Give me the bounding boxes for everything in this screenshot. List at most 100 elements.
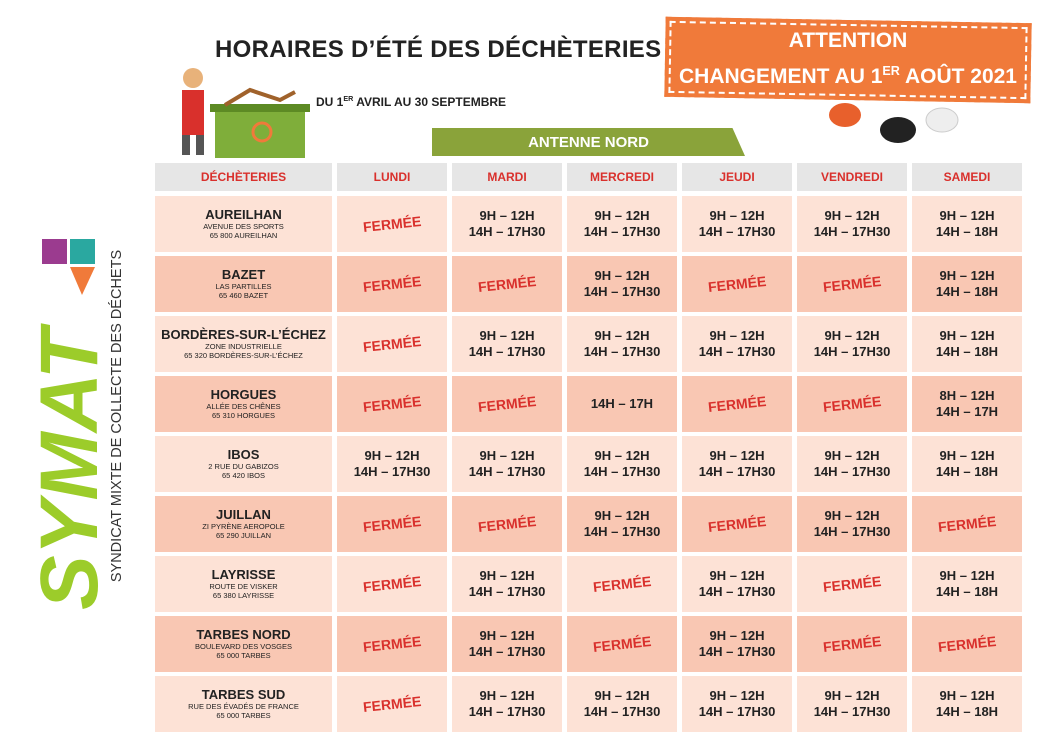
hours-text: 14H – 17H [935,404,999,419]
site-cell: AUREILHAN AVENUE DES SPORTS 65 800 AUREILH… [155,196,332,252]
hours-text: 9H – 12H [939,208,995,223]
hours-text: 9H – 12H [479,208,535,223]
hours-cell: 9H – 12H 14H – 17H30 [567,496,677,552]
section: ANTENNE NORD [432,128,745,156]
hours-cell: FERMÉE [682,256,792,312]
column-header: SAMEDI [912,163,1022,191]
hours-text: 14H – 17H30 [813,344,891,359]
hours-text: FERMÉE [477,512,537,536]
hours-cell: FERMÉE [337,556,447,612]
hours-text: 14H – 17H30 [583,704,661,719]
hours-text: 14H – 17H30 [698,644,776,659]
notice: ATTENTION CHANGEMENT AU 1ER AOÛT 2021 [665,26,1031,92]
hours-text: 9H – 12H [709,208,765,223]
hours-text: 14H – 17H30 [813,524,891,539]
site-address: 65 000 TARBES [216,651,271,660]
hours-text: 14H – 17H30 [583,284,661,299]
hours-text: 9H – 12H [939,688,995,703]
hours-text: 14H – 17H30 [698,464,776,479]
period-sup: ER [343,94,354,103]
hours-text: FERMÉE [937,512,997,536]
site-address: 65 310 HORGUES [212,411,275,420]
hours-cell: FERMÉE [337,496,447,552]
hours-text: 9H – 12H [479,328,535,343]
site-name: JUILLAN [216,507,271,522]
hours-text: 9H – 12H [939,568,995,583]
hours-cell: FERMÉE [797,376,907,432]
hours-cell: 9H – 12H 14H – 18H [912,556,1022,612]
hours-cell: FERMÉE [797,616,907,672]
site-cell: BORDÈRES-SUR-L’ÉCHEZ ZONE INDUSTRIELLE 65 … [155,316,332,372]
hours-cell: 9H – 12H 14H – 17H30 [452,196,562,252]
hours-cell: 9H – 12H 14H – 17H30 [452,676,562,732]
hours-text: FERMÉE [362,572,422,596]
period: DU 1ER AVRIL AU 30 SEPTEMBRE [316,94,506,109]
hours-cell: FERMÉE [452,376,562,432]
hours-text: 9H – 12H [594,688,650,703]
period-text: AVRIL AU 30 SEPTEMBRE [353,95,507,109]
hours-text: 9H – 12H [939,328,995,343]
hours-text: FERMÉE [477,392,537,416]
hours-text: FERMÉE [477,272,537,296]
hours-cell: FERMÉE [912,616,1022,672]
site-name: BAZET [221,267,266,282]
hours-text: 14H – 17H [590,396,654,411]
site-address: 65 290 JUILLAN [215,531,272,540]
hours-cell: 9H – 12H 14H – 17H30 [797,316,907,372]
hours-cell: 9H – 12H 14H – 17H30 [452,616,562,672]
hours-text: 14H – 17H30 [698,584,776,599]
hours-text: 14H – 17H30 [468,344,546,359]
site-address: BOULEVARD DES VOSGES [195,642,292,651]
site-address: AVENUE DES SPORTS [203,222,284,231]
hours-cell: 9H – 12H 14H – 17H30 [682,616,792,672]
site-address: 65 460 BAZET [218,291,269,300]
column-header: JEUDI [682,163,792,191]
hours-text: FERMÉE [362,692,422,716]
hours-text: 9H – 12H [479,628,535,643]
hours-text: 14H – 18H [935,464,999,479]
hours-cell: FERMÉE [337,376,447,432]
site-cell: HORGUES ALLÉE DES CHÊNES 65 310 HORGUES [155,376,332,432]
illustration [182,68,310,158]
hours-cell: FERMÉE [797,556,907,612]
hours-cell: 9H – 12H 14H – 17H30 [682,556,792,612]
hours-cell: 9H – 12H 14H – 17H30 [682,316,792,372]
hours-cell: 9H – 12H 14H – 17H30 [797,196,907,252]
tagline: SYNDICAT MIXTE DE COLLECTE DES DÉCHETS [109,249,125,583]
site-address: ZI PYRÈNE AEROPOLE [202,522,285,531]
hours-text: FERMÉE [707,512,767,536]
hours-text: 9H – 12H [709,628,765,643]
hours-text: 9H – 12H [479,688,535,703]
hours-text: FERMÉE [937,632,997,656]
hours-cell: 9H – 12H 14H – 18H [912,316,1022,372]
hours-text: 14H – 17H30 [468,704,546,719]
hours-cell: 9H – 12H 14H – 18H [912,256,1022,312]
site-cell: TARBES SUD RUE DES ÉVADÉS DE FRANCE 65 000… [155,676,332,732]
site-address: LAS PARTILLES [215,282,272,291]
hours-cell: 9H – 12H 14H – 17H30 [682,436,792,492]
site-name: AUREILHAN [205,207,282,222]
hours-text: FERMÉE [362,272,422,296]
hours-text: FERMÉE [592,572,652,596]
hours-text: 14H – 18H [935,584,999,599]
hours-text: 14H – 17H30 [468,644,546,659]
hours-cell: FERMÉE [452,256,562,312]
site-name: TARBES SUD [201,687,286,702]
hours-text: FERMÉE [362,392,422,416]
hours-cell: FERMÉE [567,556,677,612]
hours-cell: FERMÉE [797,256,907,312]
hours-text: FERMÉE [707,392,767,416]
hours-cell: 9H – 12H 14H – 17H30 [452,556,562,612]
hours-cell: FERMÉE [337,256,447,312]
hours-text: FERMÉE [362,332,422,356]
hours-text: 9H – 12H [594,448,650,463]
site-name: IBOS [227,447,260,462]
hours-cell: 9H – 12H 14H – 18H [912,676,1022,732]
hours-text: 9H – 12H [479,448,535,463]
hours-cell: 9H – 12H 14H – 17H30 [682,676,792,732]
hours-cell: FERMÉE [912,496,1022,552]
site-address: 65 320 BORDÈRES-SUR-L’ÉCHEZ [184,351,303,360]
hours-text: 9H – 12H [709,448,765,463]
site-cell: TARBES NORD BOULEVARD DES VOSGES 65 000 TA… [155,616,332,672]
